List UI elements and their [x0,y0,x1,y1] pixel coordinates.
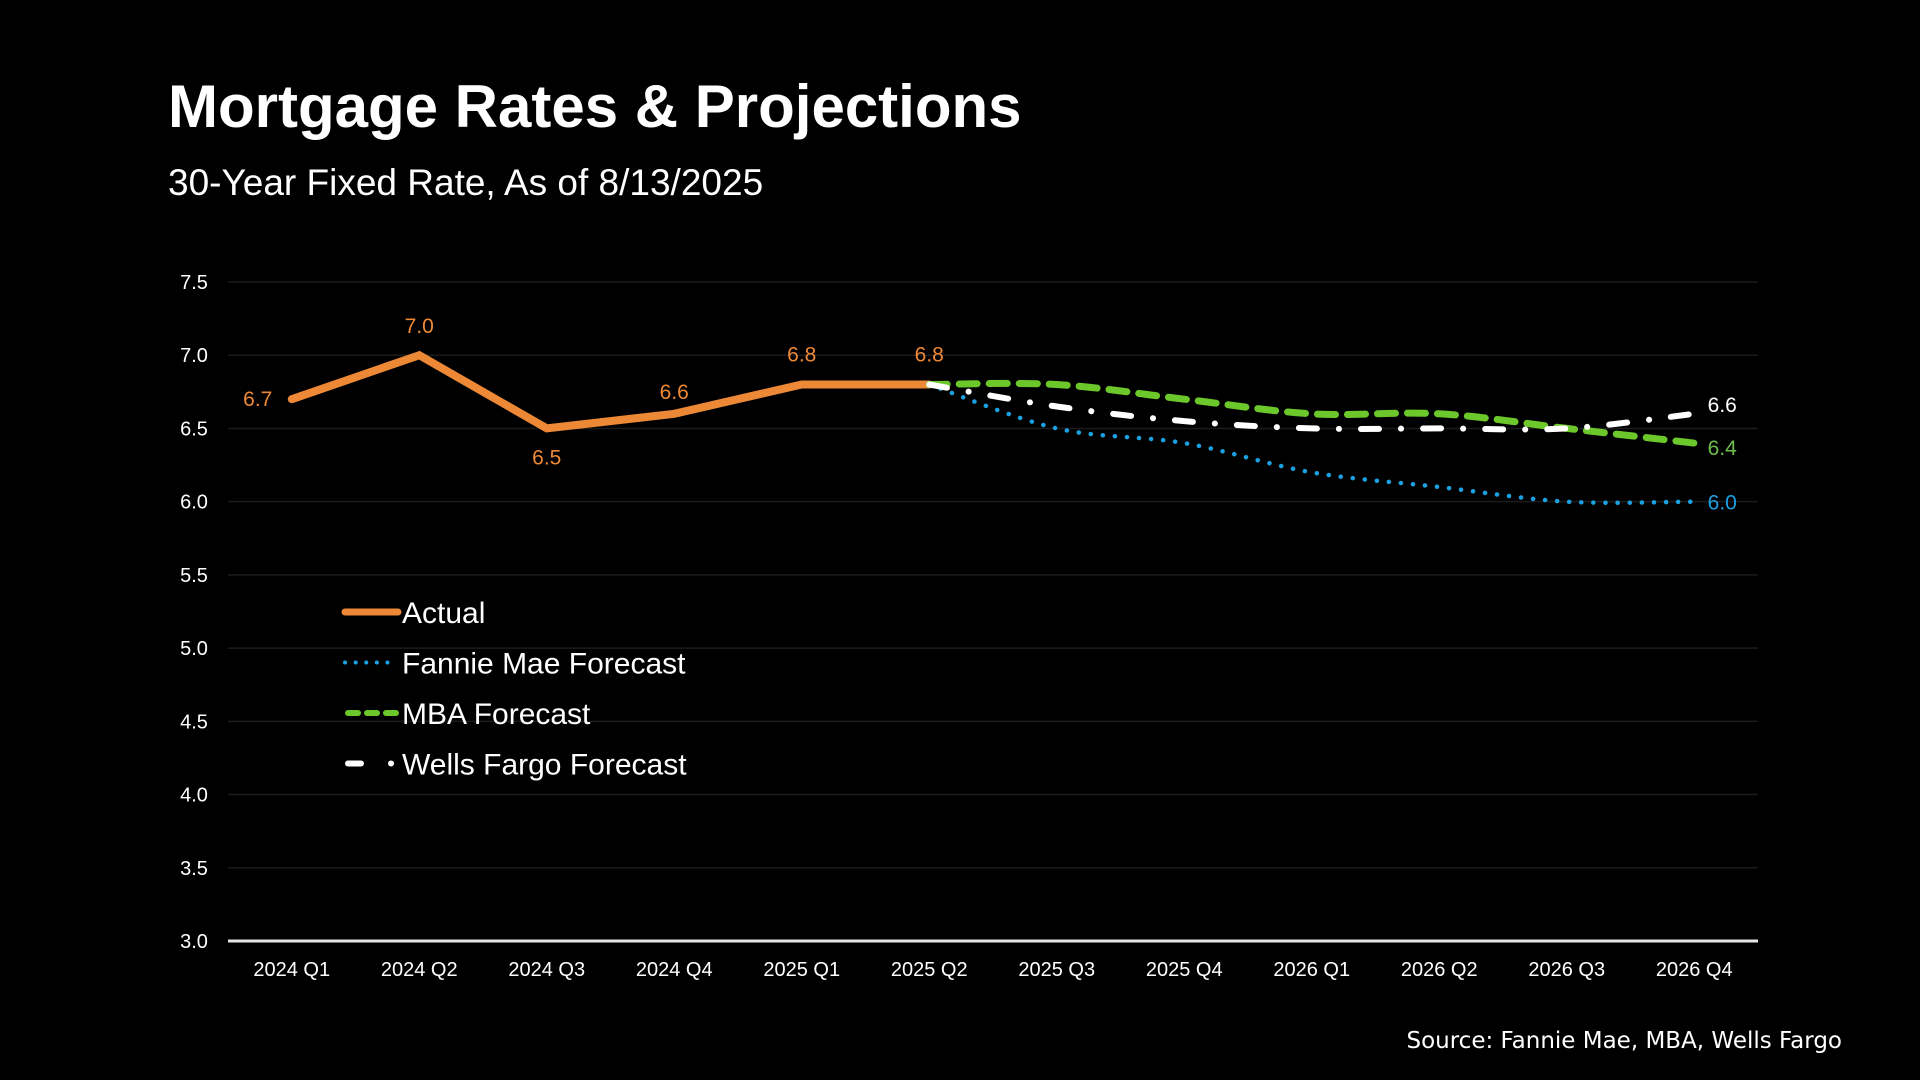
legend-item: Fannie Mae Forecast [343,648,686,681]
y-tick-label: 6.5 [180,418,208,440]
x-tick-label: 2026 Q4 [1656,959,1733,981]
legend-item: Wells Fargo Forecast [345,749,687,782]
y-tick-label: 3.5 [180,858,208,880]
legend-label: MBA Forecast [402,698,591,731]
x-tick-label: 2025 Q3 [1018,959,1095,981]
y-tick-label: 4.5 [180,711,208,733]
x-tick-label: 2025 Q4 [1146,959,1223,981]
legend-item: MBA Forecast [345,698,591,731]
y-tick-label: 3.0 [180,931,208,953]
data-label: 6.8 [915,344,944,367]
data-label: 7.0 [405,315,434,338]
data-label: 6.6 [660,381,689,404]
series-line-fannie-mae-forecast [927,382,1697,506]
legend-label: Fannie Mae Forecast [402,648,686,681]
end-label: 6.0 [1708,492,1737,515]
legend-label: Actual [402,597,485,630]
x-tick-label: 2026 Q3 [1528,959,1605,981]
x-tick-label: 2024 Q2 [381,959,458,981]
data-label: 6.5 [532,446,561,469]
legend: Actual Fannie Mae Forecast MBA Forecast Wel… [341,597,687,782]
data-label: 6.7 [243,388,272,411]
y-axis-ticks: 3.0 3.5 4.0 4.5 5.0 5.5 6.0 6.5 7.0 7.5 [180,272,208,953]
end-label: 6.6 [1708,394,1737,417]
data-labels: 6.7 7.0 6.5 6.6 6.8 6.8 6.0 6.4 6.6 [243,315,1737,514]
x-tick-label: 2024 Q1 [253,959,330,981]
data-label: 6.8 [787,344,816,367]
series-line-actual [287,350,934,433]
series-lines [287,350,1698,506]
legend-label: Wells Fargo Forecast [402,749,687,782]
x-tick-label: 2026 Q1 [1273,959,1350,981]
x-tick-label: 2024 Q3 [508,959,585,981]
y-tick-label: 4.0 [180,785,208,807]
y-tick-label: 5.0 [180,638,208,660]
x-tick-label: 2025 Q2 [891,959,968,981]
chart-title: Mortgage Rates & Projections [168,73,1022,140]
x-tick-label: 2026 Q2 [1401,959,1478,981]
chart-subtitle: 30-Year Fixed Rate, As of 8/13/2025 [168,162,764,203]
y-tick-label: 7.0 [180,345,208,367]
x-tick-label: 2025 Q1 [763,959,840,981]
y-tick-label: 5.5 [180,565,208,587]
source-note: Source: Fannie Mae, MBA, Wells Fargo [1406,1028,1842,1054]
series-line-wells-fargo-forecast [926,381,1698,433]
series-line-mba-forecast [925,379,1698,447]
end-label: 6.4 [1708,437,1738,460]
x-tick-label: 2024 Q4 [636,959,713,981]
legend-item: Actual [341,597,485,630]
y-tick-label: 6.0 [180,492,208,514]
x-axis-ticks: 2024 Q1 2024 Q2 2024 Q3 2024 Q4 2025 Q1 2025 … [253,959,1732,981]
y-tick-label: 7.5 [180,272,208,294]
